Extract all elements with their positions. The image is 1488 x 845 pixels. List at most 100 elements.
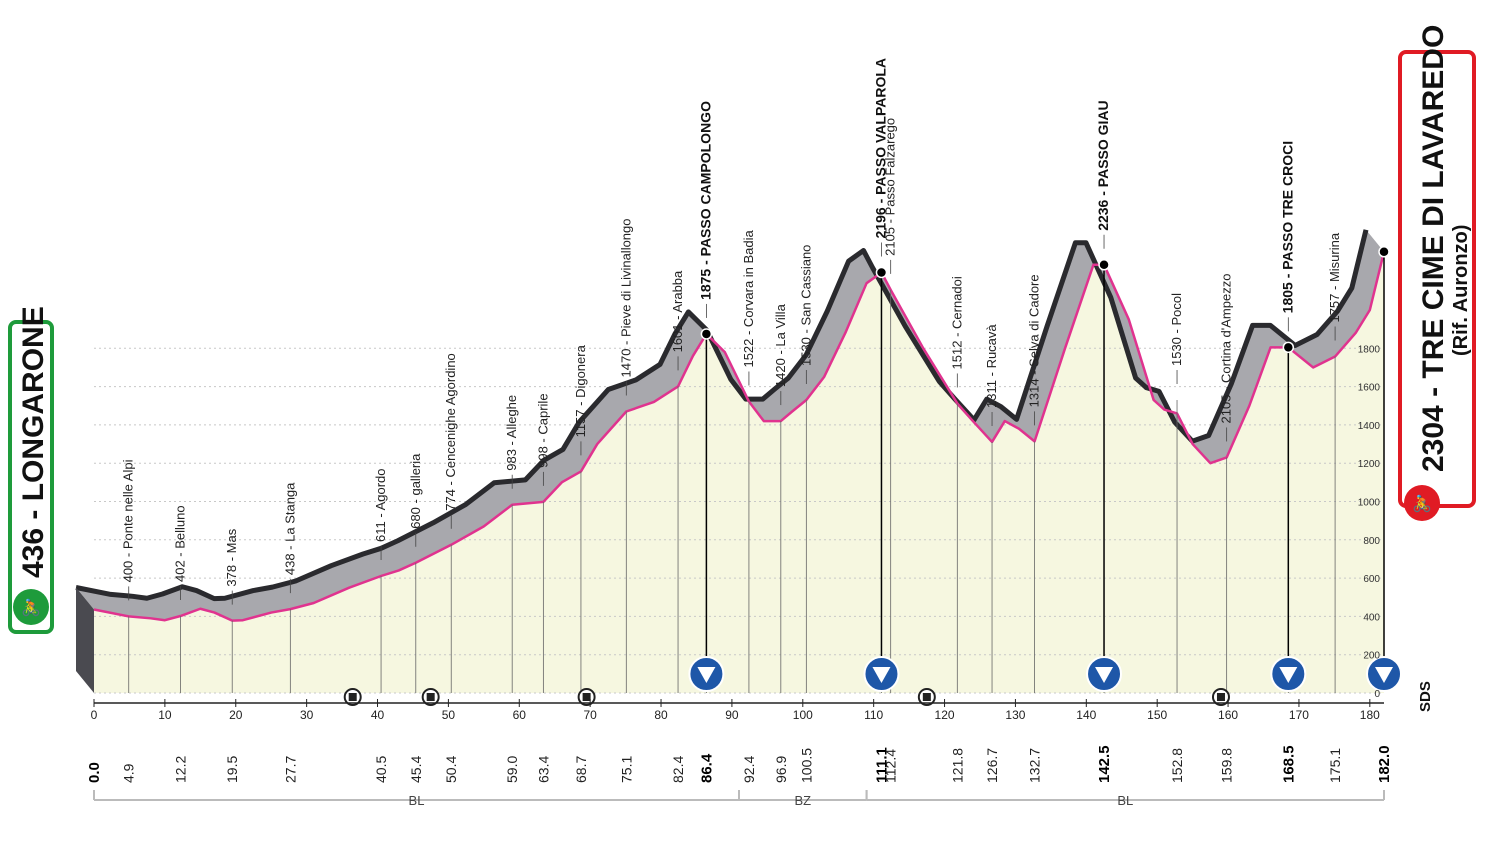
location-label: 611 - Agordo (373, 469, 388, 542)
profile-area-layer (94, 251, 1384, 693)
distance-tick-label: 70 (583, 708, 597, 722)
location-label: 2105 - Passo Falzarego (883, 118, 898, 256)
kom-dot (1098, 259, 1110, 271)
km-label: 12.2 (172, 756, 188, 783)
location-label: 438 - La Stanga (282, 482, 297, 575)
distance-tick-label: 110 (864, 708, 883, 722)
distance-tick-label: 0 (91, 708, 98, 722)
kom-arrow-icon (697, 667, 716, 683)
location-label: 1420 - La Villa (773, 303, 788, 387)
km-label: 142.5 (1096, 745, 1113, 783)
profile-area (94, 251, 1384, 693)
location-label: 1470 - Pieve di Livinallongo (618, 218, 633, 377)
start-badge: 436 - LONGARONE 🚴 (8, 306, 54, 634)
km-label: 40.5 (373, 756, 389, 783)
kom-dot (1378, 246, 1390, 258)
profile-shading (76, 229, 1384, 621)
finish-sublabel: (Rif. Auronzo) (1450, 225, 1472, 356)
km-label: 63.4 (535, 756, 551, 783)
km-label: 19.5 (224, 756, 240, 783)
distance-tick-label: 130 (1005, 708, 1025, 722)
elevation-tick-label: 400 (1363, 612, 1380, 623)
km-label: 182.0 (1376, 745, 1393, 783)
km-label: 132.7 (1027, 748, 1043, 783)
km-label: 45.4 (408, 756, 424, 783)
distance-tick-label: 150 (1147, 708, 1167, 722)
kom-arrow-icon (1095, 667, 1114, 683)
tunnel-icon-inner (348, 693, 357, 701)
km-label: 111.1 (873, 747, 890, 783)
location-label: 2105 - Cortina d'Ampezzo (1219, 274, 1234, 424)
km-label: 59.0 (504, 756, 520, 783)
kom-dot (700, 328, 713, 340)
location-label: 1522 - Corvara in Badia (741, 229, 756, 367)
km-label: 68.7 (573, 756, 589, 783)
start-label: 436 - LONGARONE (17, 306, 50, 578)
distance-tick-label: 180 (1360, 708, 1380, 722)
elevation-tick-label: 200 (1363, 651, 1380, 662)
distance-tick-label: 170 (1289, 708, 1309, 722)
km-label: 126.7 (984, 748, 1000, 783)
km-label: 50.4 (443, 756, 459, 783)
km-label: 27.7 (282, 756, 298, 783)
distance-tick-label: 10 (158, 708, 172, 722)
elevation-tick-label: 800 (1363, 536, 1380, 547)
kom-arrow-icon (872, 667, 891, 683)
distance-tick-label: 160 (1218, 708, 1238, 722)
location-label: 1530 - Pocol (1169, 293, 1184, 366)
km-label: 159.8 (1219, 748, 1235, 783)
region-label: BL (409, 793, 425, 808)
distance-tick-label: 100 (793, 708, 813, 722)
elevation-tick-label: 1600 (1358, 383, 1381, 394)
svg-text:🚴: 🚴 (21, 598, 41, 617)
brand-logo: SDS (1417, 681, 1434, 712)
elevation-tick-label: 1800 (1358, 344, 1381, 355)
elevation-tick-label: 1000 (1358, 498, 1381, 509)
location-label: 1805 - PASSO TRE CROCI (1279, 141, 1295, 313)
distance-tick-label: 80 (654, 708, 668, 722)
km-label: 75.1 (618, 756, 634, 783)
km-label: 92.4 (741, 756, 757, 783)
cyclist-start-icon (13, 589, 49, 625)
distance-tick-label: 30 (300, 708, 314, 722)
location-label: 2196 - PASSO VALPAROLA (872, 58, 888, 238)
km-label: 82.4 (670, 756, 686, 783)
location-label: 983 - Alleghe (504, 395, 519, 471)
location-label: 1311 - Rucavà (984, 324, 999, 408)
km-label: 121.8 (949, 748, 965, 783)
profile-start-face (76, 587, 94, 693)
distance-tick-label: 20 (229, 708, 243, 722)
region-label: BL (1117, 793, 1133, 808)
location-label: 378 - Mas (224, 528, 239, 586)
elevation-tick-label: 1400 (1358, 421, 1381, 432)
profile-marks-layer (128, 234, 1402, 706)
distance-tick-label: 90 (725, 708, 739, 722)
distance-tick-label: 40 (371, 708, 385, 722)
distance-tick-label: 140 (1076, 708, 1096, 722)
cyclist-finish-icon (1404, 485, 1440, 521)
km-label: 112.4 (883, 749, 899, 783)
km-label: 175.1 (1327, 748, 1343, 783)
location-labels-layer: 400 - Ponte nelle Alpi 402 - Belluno 378 -… (121, 58, 1342, 587)
tunnel-icon-inner (426, 693, 435, 701)
location-label: 402 - Belluno (172, 505, 187, 582)
km-label: 0.0 (86, 762, 103, 783)
location-label: 1530 - San Cassiano (798, 245, 813, 366)
svg-text:🚴: 🚴 (1412, 494, 1432, 513)
location-label: 1601 - Arabba (670, 270, 685, 352)
km-label: 100.5 (798, 748, 814, 783)
tunnel-icon-inner (1216, 693, 1225, 701)
elevation-tick-label: 0 (1374, 689, 1380, 700)
distance-tick-label: 50 (442, 708, 456, 722)
profile-axis-layer: 0 10 20 30 40 50 60 70 80 90 100 110 120 130 140 150 160… (86, 344, 1393, 808)
kom-dot (1282, 341, 1295, 354)
tunnel-icon-inner (582, 693, 591, 701)
kom-arrow-icon (1279, 667, 1298, 683)
region-label: BZ (794, 793, 811, 808)
finish-badge: 2304 - TRE CIME DI LAVAREDO (Rif. Auronz… (1398, 25, 1476, 521)
km-label: 86.4 (698, 753, 715, 783)
distance-tick-label: 120 (935, 708, 955, 722)
km-label: 96.9 (773, 756, 789, 783)
tunnel-icon-inner (922, 693, 931, 701)
